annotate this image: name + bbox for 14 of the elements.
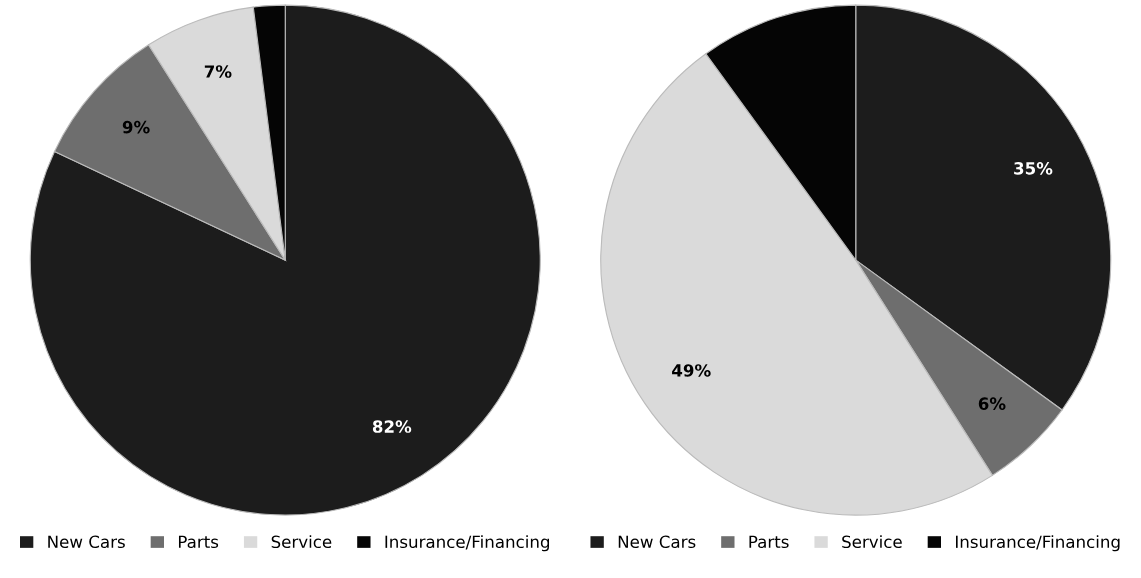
data-label: 82% — [372, 420, 412, 433]
data-label: 35% — [1014, 162, 1053, 175]
data-label: 9% — [122, 120, 150, 134]
data-label: 49% — [672, 364, 711, 377]
data-label: 6% — [978, 397, 1006, 410]
legend-label: Service — [842, 535, 902, 549]
legend-label: Insurance/Financing — [955, 535, 1120, 552]
legend-label: New Cars — [618, 535, 696, 549]
legend-label: Insurance/Financing — [385, 535, 550, 552]
legend-label: Parts — [749, 535, 789, 549]
legend-label: Service — [271, 535, 332, 549]
data-label: 7% — [204, 65, 232, 78]
legend-label: Parts — [178, 535, 219, 549]
legend-label: New Cars — [48, 535, 125, 549]
